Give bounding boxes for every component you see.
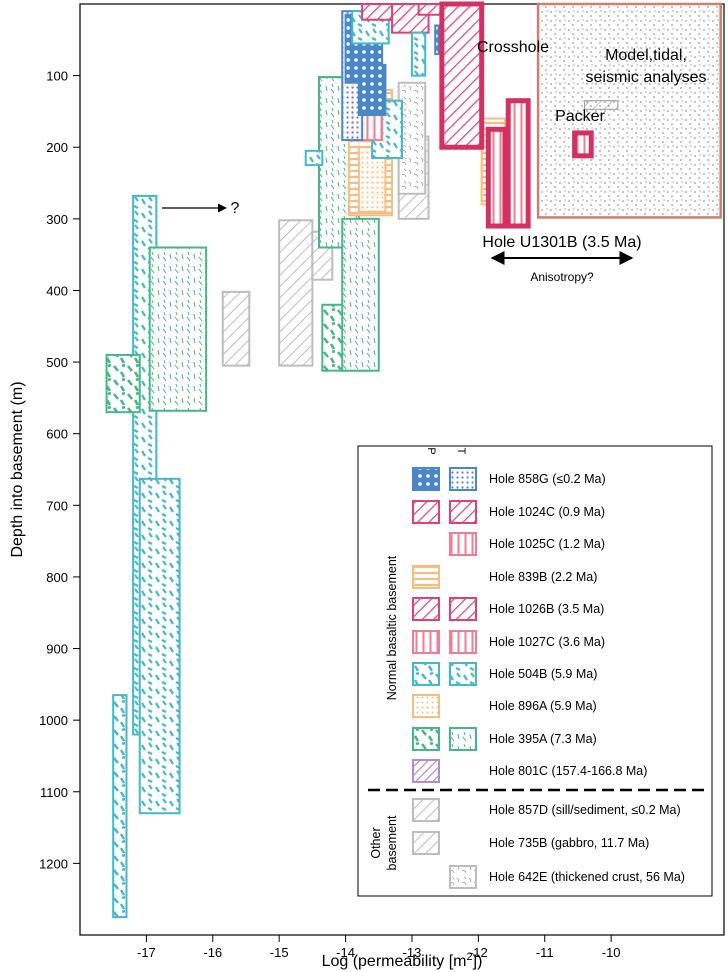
y-tick-label: 200 xyxy=(46,140,68,155)
legend-swatch-t xyxy=(449,727,477,751)
u1301b-box xyxy=(485,126,508,229)
legend-group-other-a: Other xyxy=(369,827,383,858)
annotation-model-2: seismic analyses xyxy=(586,69,707,86)
x-tick-label: -10 xyxy=(602,945,621,960)
legend-label: Hole 858G (≤0.2 Ma) xyxy=(489,472,606,486)
legend-swatch-t xyxy=(449,467,477,491)
annotation-hole: Hole U1301B (3.5 Ma) xyxy=(482,234,641,251)
legend-group-other-b: basement xyxy=(385,815,399,870)
legend-swatch-p xyxy=(412,565,440,589)
annotation-crosshole: Crosshole xyxy=(477,39,549,56)
legend-swatch-p xyxy=(412,467,440,491)
annotation-question: ? xyxy=(231,200,240,217)
y-tick-label: 900 xyxy=(46,642,68,657)
legend-label: Hole 1025C (1.2 Ma) xyxy=(489,537,605,551)
legend-swatch-p xyxy=(412,694,440,718)
y-tick-label: 600 xyxy=(46,427,68,442)
y-tick-label: 700 xyxy=(46,498,68,513)
legend-label: Hole 857D (sill/sediment, ≤0.2 Ma) xyxy=(489,803,681,817)
legend-label: Hole 896A (5.9 Ma) xyxy=(489,699,597,713)
legend-swatch-p xyxy=(412,759,440,783)
annotation-packer: Packer xyxy=(555,108,605,125)
legend-label: Hole 395A (7.3 Ma) xyxy=(489,732,597,746)
model-region xyxy=(536,2,722,219)
legend: P T Hole 858G (≤0.2 Ma) Hole 1024C (0.9 Ma)… xyxy=(357,445,713,897)
y-tick-label: 100 xyxy=(46,69,68,84)
y-tick-label: 1200 xyxy=(39,856,68,871)
data-box-395A xyxy=(105,353,141,414)
annotation-model: Model,tidal, xyxy=(605,47,687,64)
legend-swatch-t xyxy=(449,500,477,524)
plot-area xyxy=(73,1,725,942)
legend-swatch-p xyxy=(412,831,440,855)
legend-label: Hole 504B (5.9 Ma) xyxy=(489,667,597,681)
legend-label: Hole 1024C (0.9 Ma) xyxy=(489,505,605,519)
legend-swatch-t xyxy=(449,532,477,556)
x-tick-label: -14 xyxy=(336,945,355,960)
legend-label: Hole 642E (thickened crust, 56 Ma) xyxy=(489,870,685,884)
legend-swatch-p xyxy=(412,630,440,654)
legend-swatch-p xyxy=(412,500,440,524)
x-tick-label: -11 xyxy=(536,945,554,960)
y-tick-label: 500 xyxy=(46,355,68,370)
legend-swatch-t xyxy=(449,865,477,889)
legend-header-p: P xyxy=(425,447,437,454)
u1301b-box xyxy=(572,130,594,159)
y-tick-label: 300 xyxy=(46,212,68,227)
legend-swatch-p xyxy=(412,597,440,621)
x-axis-label-end: ]) xyxy=(473,953,483,970)
x-tick-label: -16 xyxy=(203,945,222,960)
legend-label: Hole 1027C (3.6 Ma) xyxy=(489,635,605,649)
data-box-504B xyxy=(112,694,128,919)
data-box-1024C xyxy=(417,3,443,16)
legend-label: Hole 801C (157.4-166.8 Ma) xyxy=(489,764,647,778)
data-box-735B xyxy=(221,290,251,367)
x-axis-label-sup: 2 xyxy=(467,951,473,963)
legend-swatch-t xyxy=(449,597,477,621)
data-box-858G xyxy=(357,63,387,117)
model-small-box xyxy=(584,100,619,110)
data-box-395A xyxy=(148,246,208,412)
legend-group-normal: Normal basaltic basement xyxy=(385,555,399,700)
y-axis-label: Depth into basement (m) xyxy=(9,381,26,557)
x-tick-label: -17 xyxy=(137,945,156,960)
legend-swatch-p xyxy=(412,798,440,822)
data-box-504B xyxy=(138,477,181,815)
legend-swatch-p xyxy=(412,662,440,686)
y-tick-label: 400 xyxy=(46,283,68,298)
x-tick-label: -15 xyxy=(270,945,289,960)
legend-swatch-t xyxy=(449,662,477,686)
data-box-504B xyxy=(304,149,324,167)
u1301b-box xyxy=(439,1,485,150)
legend-label: Hole 735B (gabbro, 11.7 Ma) xyxy=(489,836,649,850)
y-tick-label: 1100 xyxy=(40,785,68,800)
legend-label: Hole 1026B (3.5 Ma) xyxy=(489,602,604,616)
u1301b-box xyxy=(505,98,531,229)
y-tick-label: 1000 xyxy=(39,713,68,728)
legend-swatch-t xyxy=(449,630,477,654)
x-tick-label: -12 xyxy=(469,945,488,960)
legend-header-t: T xyxy=(455,448,467,455)
legend-swatch-p xyxy=(412,727,440,751)
data-box-504B xyxy=(410,31,427,77)
text-layer: -17 -16 -15 -14 -13 -12 -11 -10 100 200 300 400 500 6… xyxy=(9,39,706,970)
data-box-395A xyxy=(341,217,380,372)
x-tick-label: -13 xyxy=(403,945,422,960)
legend-label: Hole 839B (2.2 Ma) xyxy=(489,570,597,584)
y-tick-label: 800 xyxy=(46,570,68,585)
annotation-anisotropy: Anisotropy? xyxy=(530,270,594,284)
x-axis-label: Log (permeability [m2]) xyxy=(322,951,483,970)
data-box-857D xyxy=(278,219,314,367)
